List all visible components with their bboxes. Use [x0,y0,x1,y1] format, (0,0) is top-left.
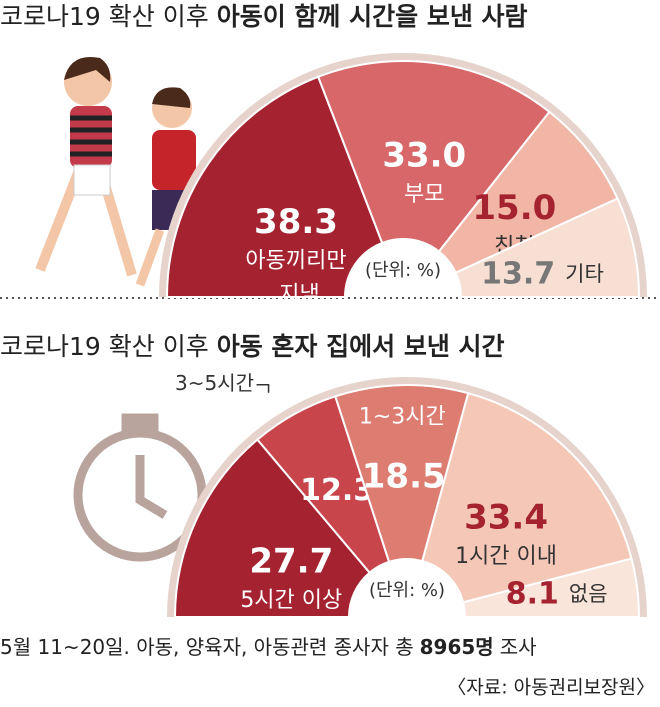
category-label: 아동끼리만 지냄 [245,249,346,308]
value-label: 38.3 [254,202,338,242]
note-part: 8965명 [420,635,494,659]
value-label: 15.0 [472,188,556,228]
title-part: 아동 혼자 집에서 보낸 시간 [217,332,505,361]
value-label: 18.5 [362,456,446,496]
chart-title: 코로나19 확산 이후 아동 혼자 집에서 보낸 시간 [0,332,505,361]
category-label: 부모 [404,182,444,207]
category-label: 5시간 이상 [240,588,342,613]
title-part: 코로나19 확산 이후 [0,332,209,361]
footer-note: 5월 11~20일. 아동, 양육자, 아동관련 종사자 총 8965명 조사 [0,635,537,659]
title-part: 코로나19 확산 이후 [0,2,209,31]
note-part: 5월 11~20일. 아동, 양육자, 아동관련 종사자 총 [0,635,414,659]
category-label: 1시간 이내 [455,544,557,569]
category-label: 3~5시간 [175,371,254,395]
value-label: 8.1 [506,577,559,612]
source: 〈자료: 아동권리보장원〉 [447,677,655,699]
pie-segment [316,60,551,253]
category-label: 1~3시간 [359,405,446,430]
note-part: 조사 [500,635,537,659]
value-label: 33.4 [464,498,548,538]
value-label: 33.0 [382,136,466,176]
category-line: 아동끼리만 [245,249,346,274]
unit-note: (단위: %) [365,260,441,281]
chart-title: 코로나19 확산 이후 아동이 함께 시간을 보낸 사람 [0,2,528,31]
inner-hole [345,239,461,297]
value-label: 27.7 [249,542,333,582]
category-label: 없음 [569,582,608,606]
category-line: 지냄 [272,283,319,308]
inner-hole [349,559,465,617]
leader-line [256,383,270,393]
title-part: 아동이 함께 시간을 보낸 사람 [217,2,528,31]
unit-note: (단위: %) [369,580,445,601]
value-label: 13.7 [481,257,555,292]
category-label: 기타 [565,262,604,286]
